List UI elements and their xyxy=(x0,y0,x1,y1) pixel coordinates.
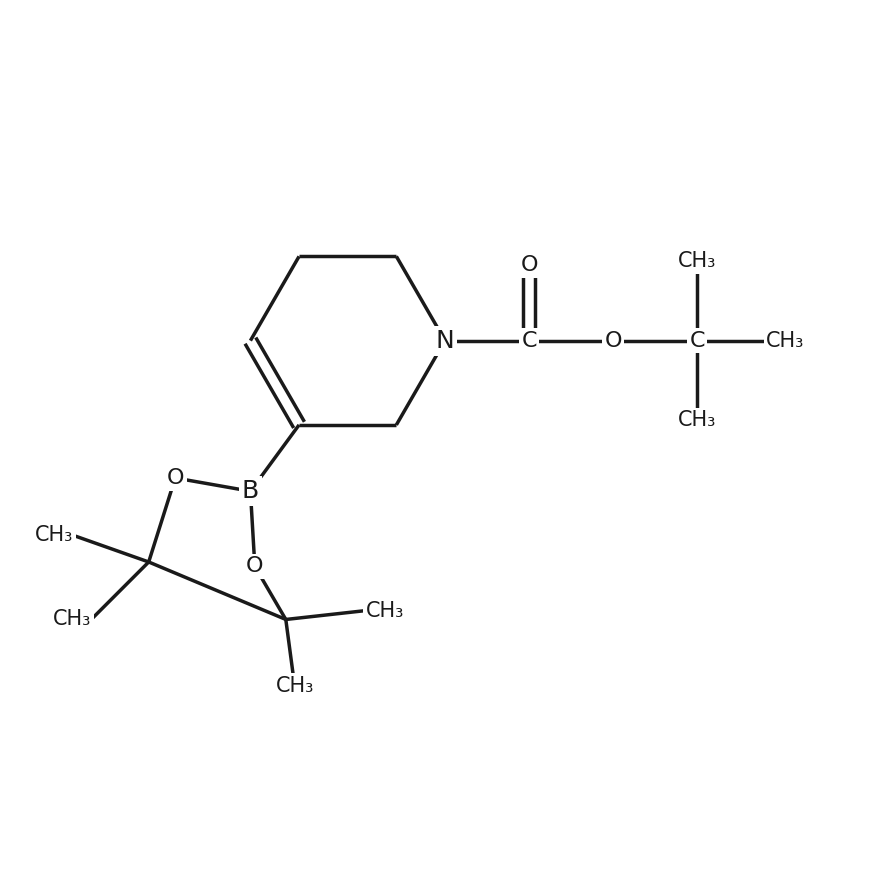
Text: CH₃: CH₃ xyxy=(276,676,314,696)
Text: N: N xyxy=(435,328,455,352)
Text: C: C xyxy=(690,331,705,351)
Text: O: O xyxy=(247,556,263,577)
Text: CH₃: CH₃ xyxy=(678,251,716,271)
Text: CH₃: CH₃ xyxy=(366,601,404,620)
Text: CH₃: CH₃ xyxy=(53,610,91,629)
Text: B: B xyxy=(242,479,259,503)
Text: O: O xyxy=(521,255,538,276)
Text: CH₃: CH₃ xyxy=(36,525,74,546)
Text: CH₃: CH₃ xyxy=(678,410,716,430)
Text: O: O xyxy=(166,468,184,488)
Text: C: C xyxy=(522,331,537,351)
Text: CH₃: CH₃ xyxy=(766,331,805,351)
Text: O: O xyxy=(604,331,622,351)
